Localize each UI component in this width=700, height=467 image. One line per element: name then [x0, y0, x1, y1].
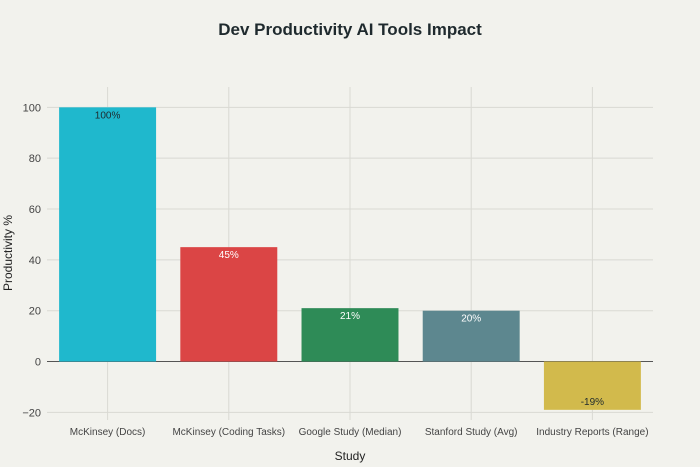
bars	[59, 107, 641, 410]
data-label: 20%	[461, 314, 481, 325]
data-label: 100%	[95, 110, 121, 121]
y-tick-label: 80	[29, 153, 41, 165]
y-tick-label: −20	[22, 407, 41, 419]
chart-title: Dev Productivity AI Tools Impact	[218, 20, 482, 39]
y-tick-label: 40	[29, 255, 41, 267]
x-tick-label: Google Study (Median)	[299, 427, 402, 438]
x-tick-label: McKinsey (Docs)	[70, 427, 146, 438]
x-tick-label: Industry Reports (Range)	[536, 427, 648, 438]
data-label: 45%	[219, 250, 239, 261]
y-tick-label: 0	[35, 357, 41, 369]
y-tick-label: 100	[23, 102, 41, 114]
x-tick-label: McKinsey (Coding Tasks)	[172, 427, 285, 438]
data-label: 21%	[340, 311, 360, 322]
x-axis-label: Study	[335, 449, 366, 463]
y-axis-label: Productivity %	[1, 215, 15, 291]
bar	[59, 107, 157, 362]
data-label: -19%	[581, 397, 604, 408]
x-tick-label: Stanford Study (Avg)	[425, 427, 518, 438]
bar	[422, 310, 520, 362]
bar	[301, 308, 399, 362]
labels: −20 0 20 40 60 80 100 100% McKinsey (Docs) 45% McK…	[22, 102, 648, 438]
bar	[180, 247, 278, 362]
bar	[543, 361, 641, 410]
y-tick-label: 60	[29, 204, 41, 216]
y-tick-label: 20	[29, 306, 41, 318]
